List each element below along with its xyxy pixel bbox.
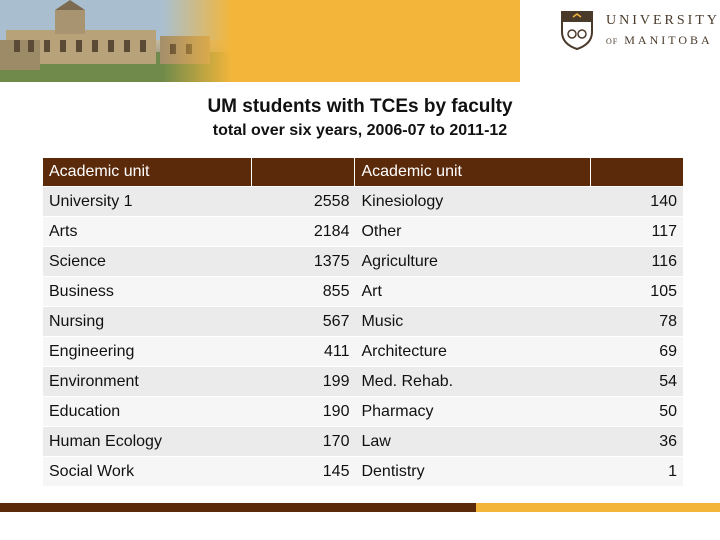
table-row: University 1 2558 Kinesiology 140: [43, 186, 683, 216]
footer-bar-brown: [0, 503, 476, 512]
unit-cell: Architecture: [355, 336, 591, 366]
count-cell: 190: [252, 396, 356, 426]
photo-fade: [162, 0, 232, 82]
unit-cell: Nursing: [43, 306, 253, 336]
table-row: Education 190 Pharmacy 50: [43, 396, 683, 426]
table-row: Social Work 145 Dentistry 1: [43, 456, 683, 486]
count-cell: 117: [590, 216, 683, 246]
table-row: Human Ecology 170 Law 36: [43, 426, 683, 456]
count-cell: 50: [590, 396, 683, 426]
unit-cell: Kinesiology: [355, 186, 591, 216]
count-cell: 2558: [252, 186, 356, 216]
count-cell: 855: [252, 276, 356, 306]
unit-cell: Other: [355, 216, 591, 246]
page-title: UM students with TCEs by faculty: [207, 96, 513, 117]
count-cell: 1: [590, 456, 683, 486]
logo-wordmark: UNIVERSITY OF MANITOBA: [606, 13, 720, 47]
logo-manitoba: MANITOBA: [624, 33, 713, 47]
header-count-2: [590, 158, 683, 186]
header-academic-unit-1: Academic unit: [43, 158, 253, 186]
page-subtitle: total over six years, 2006-07 to 2011-12: [212, 122, 508, 139]
count-cell: 1375: [252, 246, 356, 276]
unit-cell: Education: [43, 396, 253, 426]
count-cell: 69: [590, 336, 683, 366]
header-academic-unit-2: Academic unit: [355, 158, 591, 186]
table-row: Engineering 411 Architecture 69: [43, 336, 683, 366]
logo-line-manitoba: OF MANITOBA: [606, 34, 720, 46]
unit-cell: Agriculture: [355, 246, 591, 276]
unit-cell: Pharmacy: [355, 396, 591, 426]
count-cell: 140: [590, 186, 683, 216]
count-cell: 567: [252, 306, 356, 336]
footer-bar-gold: [476, 503, 720, 512]
count-cell: 36: [590, 426, 683, 456]
unit-cell: Arts: [43, 216, 253, 246]
campus-building-photo: [0, 0, 232, 82]
table-row: Environment 199 Med. Rehab. 54: [43, 366, 683, 396]
unit-cell: Engineering: [43, 336, 253, 366]
crest-icon: [561, 11, 593, 50]
unit-cell: Social Work: [43, 456, 253, 486]
table-row: Arts 2184 Other 117: [43, 216, 683, 246]
unit-cell: Business: [43, 276, 253, 306]
count-cell: 2184: [252, 216, 356, 246]
count-cell: 411: [252, 336, 356, 366]
count-cell: 54: [590, 366, 683, 396]
count-cell: 170: [252, 426, 356, 456]
unit-cell: Med. Rehab.: [355, 366, 591, 396]
header-count-1: [252, 158, 356, 186]
tce-table: Academic unit Academic unit University 1…: [43, 158, 683, 486]
logo-line-university: UNIVERSITY: [606, 13, 720, 28]
table-row: Science 1375 Agriculture 116: [43, 246, 683, 276]
unit-cell: Music: [355, 306, 591, 336]
unit-cell: University 1: [43, 186, 253, 216]
unit-cell: Human Ecology: [43, 426, 253, 456]
table-row: Nursing 567 Music 78: [43, 306, 683, 336]
unit-cell: Law: [355, 426, 591, 456]
unit-cell: Environment: [43, 366, 253, 396]
unit-cell: Dentistry: [355, 456, 591, 486]
count-cell: 199: [252, 366, 356, 396]
count-cell: 145: [252, 456, 356, 486]
header-band: UNIVERSITY OF MANITOBA: [0, 0, 720, 82]
table-header-row: Academic unit Academic unit: [43, 158, 683, 186]
count-cell: 78: [590, 306, 683, 336]
count-cell: 116: [590, 246, 683, 276]
unit-cell: Art: [355, 276, 591, 306]
table-row: Business 855 Art 105: [43, 276, 683, 306]
count-cell: 105: [590, 276, 683, 306]
unit-cell: Science: [43, 246, 253, 276]
logo-of: OF: [606, 37, 619, 46]
university-logo[interactable]: UNIVERSITY OF MANITOBA: [520, 0, 720, 82]
